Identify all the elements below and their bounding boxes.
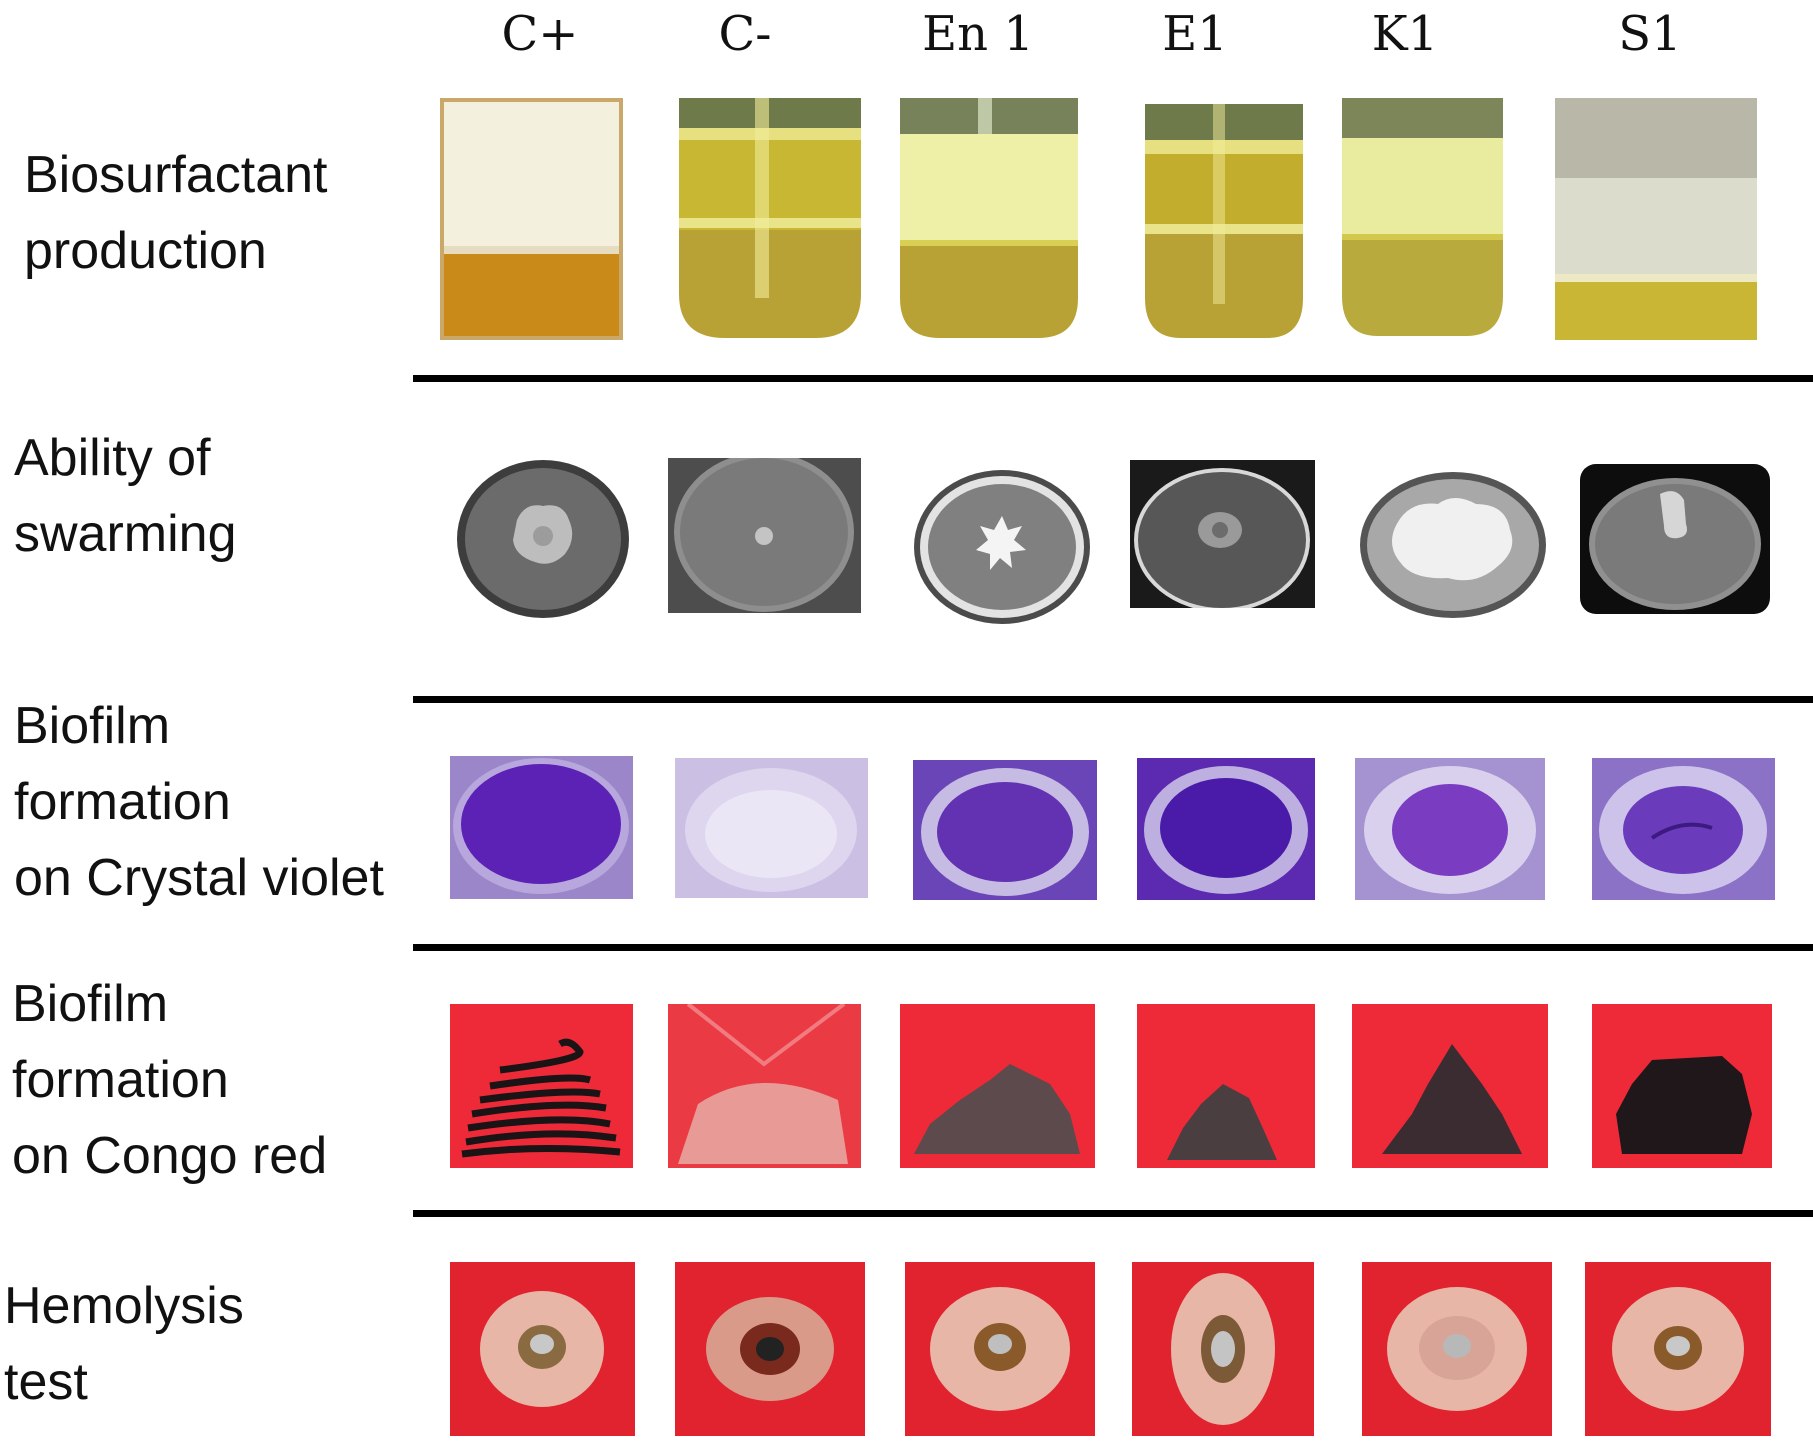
photo-crystal-violet-s1 (1592, 758, 1775, 900)
photo-tube-k1 (1340, 98, 1505, 338)
column-header-k1: K1 (1371, 6, 1439, 62)
row-label-crystal-violet: Biofilm formation on Crystal violet (14, 697, 384, 907)
row-label-congo-red: Biofilm formation on Congo red (12, 975, 328, 1185)
photo-crystal-violet-en1 (913, 760, 1097, 900)
photo-congo-red-en1 (900, 1004, 1095, 1168)
row-label-biosurfactant: Biosurfactant production (24, 146, 328, 280)
column-header-c-minus: C- (718, 6, 772, 62)
row-label-swarming: Ability of swarming (14, 429, 237, 563)
photo-crystal-violet-e1 (1137, 758, 1315, 900)
photo-hemolysis-c-minus (675, 1262, 865, 1436)
column-header-c-plus: C+ (501, 6, 579, 62)
column-header-s1: S1 (1618, 6, 1682, 62)
photo-tube-en1 (898, 98, 1080, 342)
photo-swarming-c-minus (668, 458, 861, 613)
photo-tube-s1 (1555, 98, 1757, 340)
photo-tube-c-plus (440, 98, 623, 340)
photo-congo-red-s1 (1592, 1004, 1772, 1168)
photo-tube-e1 (1143, 104, 1305, 340)
column-header-e1: E1 (1162, 6, 1228, 62)
row-label-hemolysis: Hemolysis test (4, 1277, 244, 1411)
row-divider (413, 1210, 1813, 1217)
photo-congo-red-k1 (1352, 1004, 1548, 1168)
row-divider (413, 944, 1813, 951)
photo-crystal-violet-c-minus (675, 758, 868, 898)
photo-hemolysis-c-plus (450, 1262, 635, 1436)
photo-crystal-violet-c-plus (450, 756, 633, 899)
photo-hemolysis-s1 (1585, 1262, 1771, 1436)
photo-congo-red-c-plus (450, 1004, 633, 1168)
photo-swarming-s1 (1580, 464, 1770, 614)
column-header-en1: En 1 (922, 6, 1034, 62)
row-divider (413, 375, 1813, 382)
photo-swarming-c-plus (455, 458, 631, 620)
photo-tube-c-minus (675, 98, 865, 342)
photo-hemolysis-en1 (905, 1262, 1095, 1436)
photo-congo-red-c-minus (668, 1004, 861, 1168)
photo-hemolysis-e1 (1132, 1262, 1314, 1436)
photo-congo-red-e1 (1137, 1004, 1315, 1168)
photo-hemolysis-k1 (1362, 1262, 1552, 1436)
row-divider (413, 696, 1813, 703)
photo-crystal-violet-k1 (1355, 758, 1545, 900)
photo-swarming-en1 (912, 468, 1092, 626)
photo-swarming-k1 (1358, 470, 1548, 620)
photo-swarming-e1 (1130, 460, 1315, 608)
